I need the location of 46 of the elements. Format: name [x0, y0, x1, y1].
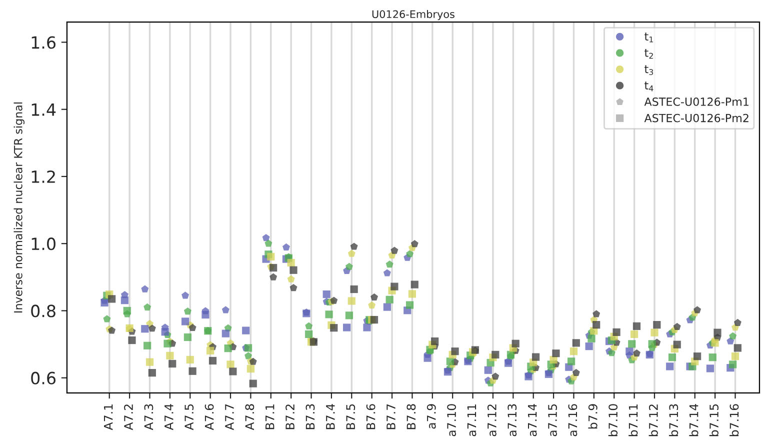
legend-label: t$_{3}$ — [644, 65, 654, 76]
x-tick-label: A7.2 — [124, 404, 133, 430]
x-tick-label: B7.6 — [366, 404, 376, 430]
legend-label: t$_{4}$ — [644, 82, 654, 92]
y-tick-label: 1.6 — [32, 36, 56, 49]
x-tick-label: b7.13 — [668, 404, 678, 436]
legend-label: t$_{1}$ — [644, 32, 653, 42]
x-tick-label: B7.1 — [266, 404, 274, 430]
x-tick-label: b7.14 — [689, 404, 698, 436]
x-tick-label: B7.2 — [286, 404, 294, 430]
x-tick-label: A7.8 — [245, 404, 254, 430]
x-tick-label: A7.6 — [204, 404, 214, 430]
x-tick-label: a7.13 — [508, 404, 517, 436]
x-tick-label: a7.10 — [447, 404, 456, 436]
x-tick-label: a7.15 — [548, 404, 557, 436]
x-tick-label: a7.16 — [568, 404, 578, 436]
x-tick-label: B7.3 — [306, 404, 315, 430]
x-tick-label: A7.4 — [164, 404, 174, 430]
y-axis-title: Inverse normalized nuclear KTR signal — [14, 102, 24, 312]
x-tick-label: A7.5 — [184, 404, 194, 430]
x-tick-label: A7.7 — [225, 404, 234, 430]
legend-label: t$_{2}$ — [644, 48, 653, 59]
legend-label: ASTEC-U0126-Pm1 — [644, 98, 748, 106]
y-tick-label: 1.2 — [32, 170, 55, 183]
x-tick-label: B7.4 — [326, 404, 335, 430]
x-tick-label: b7.16 — [730, 404, 739, 436]
x-tick-label: B7.8 — [406, 404, 416, 430]
y-tick-label: 0.6 — [31, 372, 56, 384]
y-tick-label: 1.0 — [32, 238, 56, 250]
legend-label: ASTEC-U0126-Pm2 — [644, 114, 748, 122]
x-tick-label: A7.3 — [144, 404, 154, 430]
x-tick-label: B7.7 — [386, 404, 396, 430]
x-tick-label: b7.15 — [709, 404, 718, 436]
x-tick-label: B7.5 — [346, 404, 356, 430]
y-tick-label: 0.8 — [31, 304, 56, 318]
x-tick-label: b7.10 — [608, 404, 618, 436]
x-tick-label: a7.11 — [467, 404, 476, 436]
x-tick-label: A7.1 — [104, 404, 113, 430]
x-tick-label: b7.11 — [628, 404, 638, 436]
x-tick-label: a7.12 — [487, 404, 496, 436]
x-tick-label: a7.14 — [528, 404, 537, 436]
x-tick-label: b7.12 — [648, 404, 658, 436]
y-tick-label: 1.4 — [32, 104, 56, 116]
x-tick-label: a7.9 — [426, 404, 436, 429]
chart-title: U0126-Embryos — [372, 10, 454, 20]
x-tick-label: b7.9 — [588, 404, 598, 429]
